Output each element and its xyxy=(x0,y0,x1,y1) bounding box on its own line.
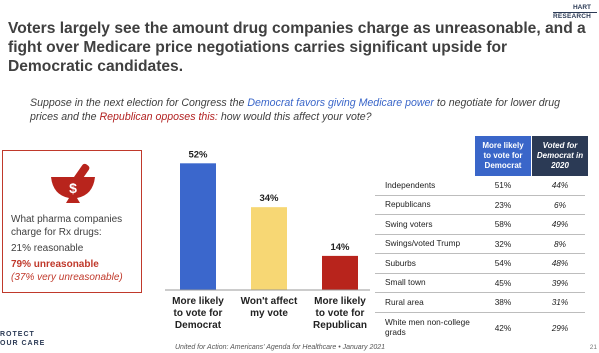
header-voted-democrat-2020: Voted for Democrat in 2020 xyxy=(532,136,588,176)
bar-0 xyxy=(180,163,216,290)
table-cell-v2: 6% xyxy=(554,199,566,210)
unreasonable-stat: 79% unreasonable xyxy=(11,259,99,270)
table-row: Republicans 23% 6% xyxy=(375,196,585,215)
table-cell-group: Republicans xyxy=(385,199,431,209)
table-cell-v1: 23% xyxy=(494,199,512,210)
category-label-0-1: to vote for xyxy=(174,308,223,319)
survey-question: Suppose in the next election for Congres… xyxy=(30,96,590,124)
table-cell-group: White men non-college grads xyxy=(385,317,470,337)
bar-1 xyxy=(251,207,287,290)
data-label-2: 14% xyxy=(330,242,350,253)
table-cell-v2: 49% xyxy=(551,219,569,230)
pharma-question: What pharma companies charge for Rx drug… xyxy=(11,214,123,238)
protect-logo-line2: OUR CARE xyxy=(0,340,46,347)
question-part2: to negotiate for lower drug prices and t… xyxy=(30,97,560,123)
table-cell-v2: 31% xyxy=(551,297,569,308)
table-cell-group: Independents xyxy=(385,179,436,190)
table-cell-v2: 48% xyxy=(551,258,569,269)
table-row: Independents 51% 44% xyxy=(375,176,585,196)
page-title: Voters largely see the amount drug compa… xyxy=(8,20,586,75)
table-cell-group: Swings/voted Trump xyxy=(385,238,461,248)
protect-logo-line1: ROTECT xyxy=(0,331,35,338)
data-label-1: 34% xyxy=(259,193,279,204)
table-cell-v1: 32% xyxy=(494,238,512,249)
bar-2 xyxy=(322,255,358,290)
table-cell-v1: 42% xyxy=(494,322,512,333)
table-cell-group: Swing voters xyxy=(385,218,433,229)
table-row: Small town 45% 39% xyxy=(375,274,585,293)
table-row: Swings/voted Trump 32% 8% xyxy=(375,235,585,254)
category-label-1-0: Won't affect xyxy=(241,296,298,307)
table-row: Swing voters 58% 49% xyxy=(375,215,585,235)
question-part1: Suppose in the next election for Congres… xyxy=(30,97,248,109)
category-label-2-1: to vote for xyxy=(316,308,365,319)
mortar-pestle-dollar-icon: $ xyxy=(51,163,95,203)
table-cell-v1: 45% xyxy=(494,277,512,288)
table-header: More likely to vote for Democrat Voted f… xyxy=(375,136,588,176)
table-row: Suburbs 54% 48% xyxy=(375,254,585,274)
table-cell-v1: 54% xyxy=(494,258,512,269)
table-cell-v1: 38% xyxy=(494,297,512,308)
very-unreasonable-stat: (37% very unreasonable) xyxy=(11,272,123,283)
protect-our-care-logo: ROTECT OUR CARE xyxy=(0,330,45,348)
table-cell-v2: 8% xyxy=(554,238,566,249)
table-cell-group: Rural area xyxy=(385,296,424,307)
question-part3: how would this affect your vote? xyxy=(217,111,372,123)
page-number: 21 xyxy=(589,344,597,351)
header-more-likely-democrat: More likely to vote for Democrat xyxy=(475,136,531,176)
svg-text:$: $ xyxy=(69,180,77,196)
hart-research-logo: HART RESEARCH xyxy=(553,4,597,20)
table-cell-v1: 51% xyxy=(494,180,512,191)
category-label-2-2: Republican xyxy=(313,320,367,331)
category-label-0-0: More likely xyxy=(172,296,224,307)
table-row: Rural area 38% 31% xyxy=(375,293,585,313)
table-cell-v1: 58% xyxy=(494,219,512,230)
category-label-1-1: my vote xyxy=(250,308,288,319)
footer-source: United for Action: Americans' Agenda for… xyxy=(175,344,386,351)
question-dem: Democrat favors giving Medicare power xyxy=(247,97,434,109)
table-row: White men non-college grads 42% 29% xyxy=(375,313,585,343)
pharma-price-box: $ What pharma companies charge for Rx dr… xyxy=(2,150,142,293)
category-label-0-2: Democrat xyxy=(175,320,222,331)
logo-line1: HART xyxy=(572,4,591,11)
data-label-0: 52% xyxy=(188,149,208,160)
table-cell-group: Suburbs xyxy=(385,257,416,268)
subgroup-table: More likely to vote for Democrat Voted f… xyxy=(375,136,588,343)
table-cell-v2: 44% xyxy=(551,180,569,191)
table-cell-v2: 29% xyxy=(551,322,569,333)
logo-line2: RESEARCH xyxy=(553,13,592,20)
category-label-2-0: More likely xyxy=(314,296,366,307)
question-rep: Republican opposes this: xyxy=(99,111,218,123)
table-cell-v2: 39% xyxy=(551,277,569,288)
table-body: Independents 51% 44% Republicans 23% 6% Swing … xyxy=(375,176,585,343)
reasonable-stat: 21% reasonable xyxy=(11,243,84,254)
table-cell-group: Small town xyxy=(385,277,426,287)
